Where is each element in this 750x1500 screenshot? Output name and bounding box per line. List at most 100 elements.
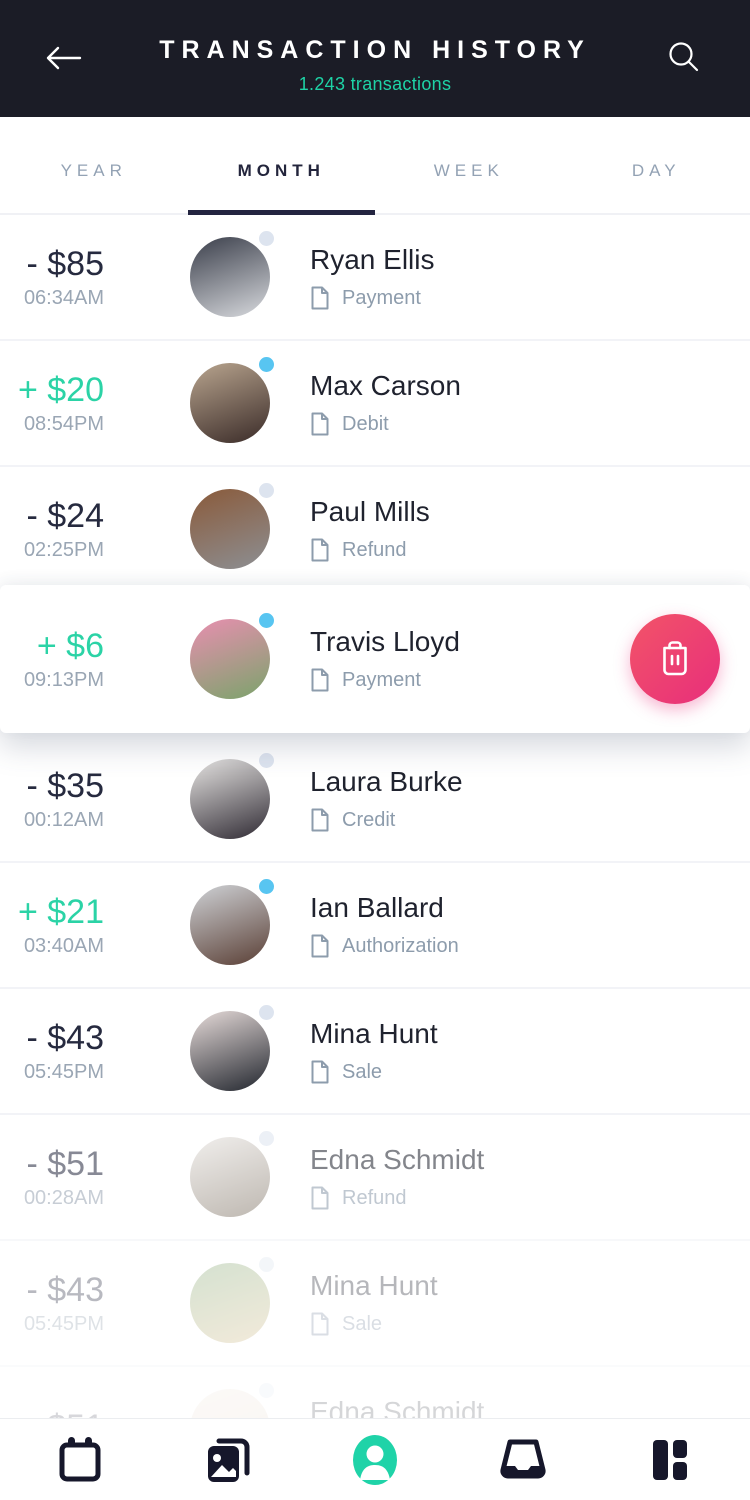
amount-column: - $24 02:25PM bbox=[0, 497, 150, 562]
document-icon bbox=[311, 538, 329, 562]
nav-item-dashboard[interactable] bbox=[646, 1432, 694, 1488]
amount-column: - $85 06:34AM bbox=[0, 245, 150, 310]
amount-value: - $51 bbox=[0, 1408, 105, 1418]
nav-item-gallery[interactable] bbox=[204, 1432, 252, 1488]
amount-value: - $43 bbox=[26, 1270, 105, 1309]
bottom-nav bbox=[0, 1418, 750, 1500]
time-value: 09:13PM bbox=[23, 668, 104, 691]
transaction-row[interactable]: - $43 05:45PM Mina Hunt Sale bbox=[0, 1241, 750, 1367]
time-value: 06:34AM bbox=[23, 286, 104, 309]
info-column: Edna Schmidt bbox=[310, 1396, 484, 1418]
avatar bbox=[190, 1137, 270, 1217]
type-row: Sale bbox=[310, 1312, 438, 1336]
back-button[interactable] bbox=[44, 42, 88, 74]
amount-value: + $6 bbox=[36, 626, 104, 665]
type-row: Refund bbox=[310, 1186, 484, 1210]
document-icon bbox=[311, 668, 329, 692]
nav-item-calendar[interactable] bbox=[56, 1432, 104, 1488]
amount-value: - $43 bbox=[26, 1018, 105, 1057]
status-dot bbox=[259, 357, 274, 372]
tab-day[interactable]: DAY bbox=[631, 161, 681, 180]
info-column: Mina Hunt Sale bbox=[310, 1270, 438, 1336]
avatar-wrap bbox=[190, 1383, 274, 1418]
transaction-type: Authorization bbox=[342, 934, 459, 957]
inbox-icon bbox=[499, 1439, 546, 1478]
avatar-wrap bbox=[190, 483, 274, 569]
transaction-type: Refund bbox=[342, 538, 407, 561]
transaction-row[interactable]: - $51 00:28AM Edna Schmidt Refund bbox=[0, 1115, 750, 1241]
amount-column: + $21 03:40AM bbox=[0, 893, 150, 958]
tab-week[interactable]: WEEK bbox=[433, 161, 504, 180]
time-value: 03:40AM bbox=[23, 934, 104, 957]
nav-item-inbox[interactable] bbox=[499, 1432, 547, 1488]
avatar bbox=[190, 619, 270, 699]
calendar-icon bbox=[59, 1436, 101, 1481]
avatar-wrap bbox=[190, 1005, 274, 1091]
avatar bbox=[190, 759, 270, 839]
document-icon bbox=[311, 808, 329, 832]
avatar-wrap bbox=[190, 613, 274, 699]
dashboard-icon bbox=[653, 1439, 687, 1480]
avatar-wrap bbox=[190, 1257, 274, 1343]
contact-name: Laura Burke bbox=[310, 766, 463, 797]
transaction-type: Debit bbox=[342, 412, 389, 435]
contact-name: Mina Hunt bbox=[310, 1270, 438, 1301]
transaction-list: - $85 06:34AM Ryan Ellis Payment bbox=[0, 215, 750, 1418]
nav-item-profile[interactable] bbox=[351, 1432, 399, 1488]
trash-icon bbox=[663, 641, 687, 676]
period-tabs: YEAR MONTH WEEK DAY bbox=[0, 117, 750, 215]
amount-column: - $51 00:28AM bbox=[0, 1145, 150, 1210]
amount-column: + $6 09:13PM bbox=[0, 627, 150, 692]
amount-value: - $35 bbox=[26, 766, 105, 805]
type-row: Payment bbox=[310, 668, 460, 692]
type-row: Debit bbox=[310, 412, 461, 436]
info-column: Ian Ballard Authorization bbox=[310, 892, 459, 958]
transaction-row[interactable]: + $6 09:13PM Travis Lloyd Payment bbox=[0, 585, 750, 733]
type-row: Refund bbox=[310, 538, 430, 562]
avatar bbox=[190, 489, 270, 569]
transaction-type: Sale bbox=[342, 1060, 383, 1083]
time-value: 00:28AM bbox=[23, 1186, 104, 1209]
transaction-row[interactable]: - $24 02:25PM Paul Mills Refund bbox=[0, 467, 750, 593]
transaction-row[interactable]: + $21 03:40AM Ian Ballard Authorization bbox=[0, 863, 750, 989]
document-icon bbox=[311, 286, 329, 310]
status-dot bbox=[259, 1383, 274, 1398]
transaction-row[interactable]: - $85 06:34AM Ryan Ellis Payment bbox=[0, 215, 750, 341]
type-row: Payment bbox=[310, 286, 434, 310]
page-title: TRANSACTION HISTORY bbox=[159, 36, 591, 64]
info-column: Travis Lloyd Payment bbox=[310, 626, 460, 692]
amount-value: - $85 bbox=[26, 244, 105, 283]
tab-year[interactable]: YEAR bbox=[60, 161, 127, 180]
time-value: 00:12AM bbox=[23, 808, 104, 831]
amount-column: - $51 bbox=[0, 1408, 150, 1418]
time-value: 05:45PM bbox=[23, 1060, 104, 1083]
contact-name: Travis Lloyd bbox=[310, 626, 460, 657]
transaction-type: Refund bbox=[342, 1186, 407, 1209]
transaction-row[interactable]: + $20 08:54PM Max Carson Debit bbox=[0, 341, 750, 467]
info-column: Mina Hunt Sale bbox=[310, 1018, 438, 1084]
gallery-icon bbox=[207, 1438, 249, 1482]
amount-column: - $43 05:45PM bbox=[0, 1019, 150, 1084]
contact-name: Paul Mills bbox=[310, 496, 430, 527]
info-column: Paul Mills Refund bbox=[310, 496, 430, 562]
status-dot bbox=[259, 1131, 274, 1146]
type-row: Sale bbox=[310, 1060, 438, 1084]
status-dot bbox=[259, 753, 274, 768]
contact-name: Mina Hunt bbox=[310, 1018, 438, 1049]
contact-name: Edna Schmidt bbox=[310, 1144, 485, 1175]
amount-value: - $51 bbox=[26, 1144, 105, 1183]
transaction-row[interactable]: - $35 00:12AM Laura Burke Credit bbox=[0, 737, 750, 863]
transaction-row[interactable]: - $51 Edna Schmidt bbox=[0, 1367, 750, 1418]
delete-button[interactable] bbox=[630, 614, 720, 704]
tab-month[interactable]: MONTH bbox=[187, 117, 376, 215]
time-value: 05:45PM bbox=[23, 1312, 104, 1335]
document-icon bbox=[311, 1312, 329, 1336]
status-dot bbox=[259, 613, 274, 628]
transaction-row[interactable]: - $43 05:45PM Mina Hunt Sale bbox=[0, 989, 750, 1115]
info-column: Ryan Ellis Payment bbox=[310, 244, 434, 310]
document-icon bbox=[311, 412, 329, 436]
search-button[interactable] bbox=[662, 36, 706, 80]
contact-name: Ian Ballard bbox=[310, 892, 444, 923]
contact-name: Max Carson bbox=[310, 370, 461, 401]
